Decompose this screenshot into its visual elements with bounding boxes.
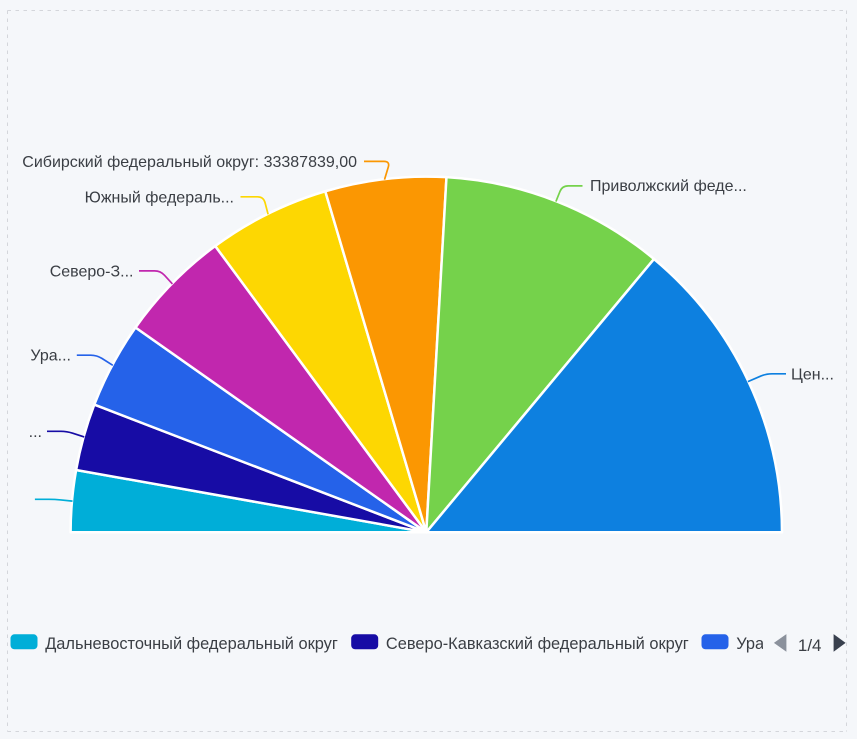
svg-text:Южный федераль...: Южный федераль... — [85, 190, 234, 207]
svg-text:...: ... — [29, 424, 42, 441]
svg-text:Сибирский федеральный округ: 3: Сибирский федеральный округ: 33387839,00 — [22, 154, 357, 171]
svg-text:Ура...: Ура... — [30, 348, 71, 365]
svg-text:Северо-З...: Северо-З... — [50, 263, 134, 280]
svg-text:Приволжский феде...: Приволжский феде... — [590, 178, 747, 195]
svg-text:Урал: Урал — [736, 635, 773, 653]
svg-text:Цен...: Цен... — [791, 366, 834, 383]
svg-text:1/4: 1/4 — [798, 636, 822, 655]
svg-text:Дальневосточный федеральный ок: Дальневосточный федеральный округ — [45, 635, 338, 653]
svg-text:Северо-Кавказский федеральный: Северо-Кавказский федеральный округ — [386, 635, 689, 653]
